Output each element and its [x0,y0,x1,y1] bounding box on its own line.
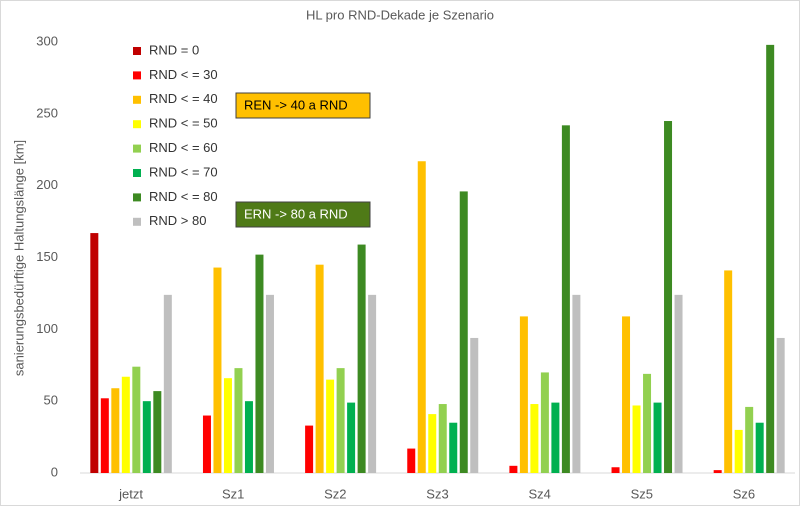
legend-marker [133,144,141,153]
legend-marker [133,71,141,80]
legend-label: RND > 80 [149,213,206,228]
bar [305,425,314,473]
x-tick-label: Sz6 [733,486,755,501]
bar [776,337,785,473]
bar [417,161,426,473]
bar [326,379,335,473]
legend-label: RND < = 70 [149,164,218,179]
bar [407,448,416,473]
legend-marker [133,95,141,104]
bar [724,270,733,473]
bar [622,316,631,473]
bar [664,121,673,474]
legend-label: RND < = 30 [149,67,218,82]
bar [653,402,662,473]
x-tick-label: Sz4 [528,486,550,501]
bar [530,404,539,473]
legend-label: RND < = 80 [149,189,218,204]
bar [459,191,468,473]
legend-marker [133,169,141,177]
legend-label: RND < = 50 [149,116,218,131]
legend-label: RND = 0 [149,42,199,57]
bar [336,368,345,473]
bar [255,254,264,473]
annotation-box [235,201,371,228]
bar [428,414,437,473]
bar [100,398,109,473]
legend-marker [133,217,141,226]
bar [509,465,518,473]
bar [561,125,570,474]
y-tick-label: 150 [36,249,58,264]
legend-marker [133,193,141,202]
bar [470,337,479,473]
y-tick-label: 100 [36,321,58,336]
bar [551,402,560,473]
y-axis-label: sanierungsbedürftige Haltungslänge [km] [11,140,26,376]
chart-title: HL pro RND-Dekade je Szenario [306,7,494,22]
bar [265,294,274,473]
bar [745,406,754,473]
bar [315,264,324,473]
legend-marker [133,47,141,55]
x-tick-label: Sz2 [324,486,346,501]
bar [121,376,130,473]
x-tick-label: Sz5 [631,486,653,501]
y-tick-label: 200 [36,177,58,192]
bar [632,405,641,473]
y-tick-label: 50 [44,393,58,408]
legend-label: RND < = 40 [149,91,218,106]
bar [202,415,211,473]
bar [519,316,528,473]
y-tick-label: 300 [36,33,58,48]
x-tick-label: jetzt [118,486,143,501]
annotation-box [235,92,371,119]
bar [611,467,620,473]
bar [766,44,775,474]
y-tick-label: 250 [36,105,58,120]
bar [674,294,683,473]
bar [643,373,652,473]
bar [213,267,222,473]
bar [347,402,356,473]
annotation-text: ERN -> 80 a RND [244,206,348,221]
bar [223,378,232,473]
annotation-text: REN -> 40 a RND [244,97,348,112]
bar [357,244,366,473]
bar [142,401,151,473]
bar [153,391,162,473]
bar [132,366,141,473]
bar [368,294,377,473]
bar [713,470,722,473]
bar [111,388,120,473]
bar [90,233,99,473]
legend-marker [133,120,141,129]
x-tick-label: Sz1 [222,486,244,501]
y-tick-label: 0 [51,464,58,479]
bar [234,368,243,473]
legend-label: RND < = 60 [149,140,218,155]
bar [572,294,581,473]
bar [163,294,172,473]
bar [540,372,549,473]
bar [438,404,447,473]
bar [449,422,458,473]
bar [755,422,764,473]
bar [734,429,743,473]
bar [244,401,253,473]
x-tick-label: Sz3 [426,486,448,501]
